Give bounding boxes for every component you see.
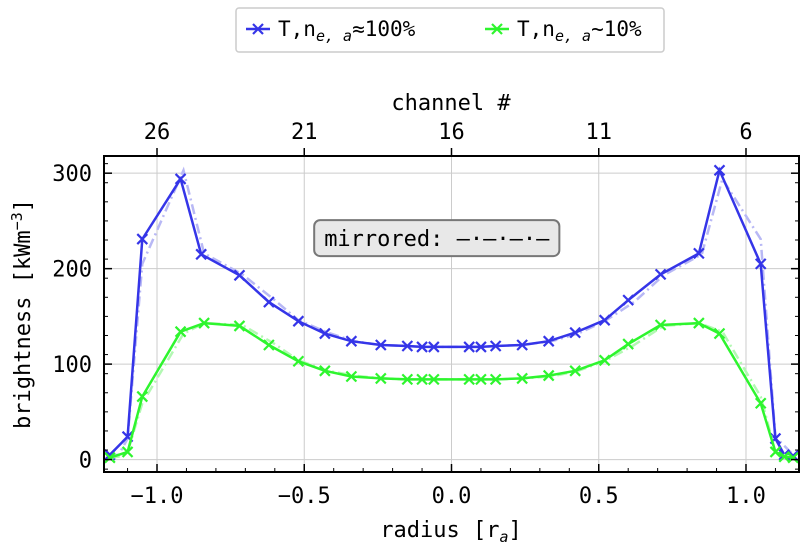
- series-1-point: [475, 341, 487, 353]
- top-tick-label: 26: [144, 120, 171, 145]
- series-2-point: [198, 317, 210, 329]
- series-2-point: [401, 373, 414, 386]
- series-2-point: [375, 372, 387, 385]
- series-1-point: [463, 341, 475, 353]
- x-tick-label: −1.0: [131, 484, 184, 509]
- series-2-point: [428, 373, 440, 386]
- annotation-box: [313, 219, 561, 258]
- series-1-point: [292, 315, 305, 327]
- series-2-point: [713, 327, 726, 340]
- series-2-point: [693, 317, 705, 329]
- series-2-point: [136, 390, 149, 403]
- series-1-point: [569, 326, 581, 339]
- series-1-point: [401, 340, 414, 352]
- series-2-point: [263, 339, 275, 351]
- series-2-point: [233, 320, 246, 332]
- x-tick-label: 1.0: [726, 484, 766, 509]
- y-tick-label: 300: [52, 162, 92, 187]
- series-1-point: [195, 248, 207, 261]
- legend-label: T,ne, a≈100%: [278, 17, 416, 45]
- series-1-point: [319, 327, 331, 340]
- series-2-point: [787, 451, 799, 464]
- legend-entry: T,ne, a≈100%: [246, 17, 416, 45]
- y-tick-label: 200: [52, 258, 92, 283]
- series-2-point: [121, 446, 134, 458]
- series-1-point: [489, 340, 502, 352]
- series-2-point: [319, 365, 331, 377]
- series-2-point: [416, 373, 428, 386]
- series-1-point: [654, 268, 667, 281]
- legend: T,ne, a≈100% T,ne, a~10%: [235, 7, 665, 53]
- top-axis-label: channel #: [391, 91, 511, 116]
- series-1-point: [416, 341, 428, 353]
- series-2-point: [569, 365, 581, 377]
- y-axis-label: brightness [kWm−3]: [8, 199, 36, 429]
- x-axis-label: radius [ra]: [380, 518, 522, 546]
- legend-marker: [491, 23, 503, 35]
- grid-lines: [104, 156, 799, 472]
- annotation-text: mirrored: —·—·—·—: [324, 227, 550, 252]
- series-1-point: [428, 341, 440, 353]
- series-1-point: [233, 269, 246, 282]
- series-2-point: [516, 372, 528, 385]
- top-tick-label: 21: [291, 120, 318, 145]
- axis-ticks: −1.0 26 −0.5 21 0.0 16 0.5 11 1.0 6 0 100 200 300: [52, 120, 799, 509]
- series-1-point: [598, 314, 611, 326]
- series-2-point: [475, 373, 487, 386]
- series-1-point: [754, 258, 767, 270]
- legend-marker: [252, 23, 264, 35]
- series-2-point: [345, 370, 358, 383]
- series-1-point: [713, 164, 726, 177]
- series-1-point: [174, 173, 187, 185]
- x-tick-label: −0.5: [278, 484, 331, 509]
- series-2-point: [769, 446, 782, 458]
- series-2-point: [489, 373, 502, 386]
- series-2-point: [542, 369, 555, 382]
- top-tick-label: 6: [739, 120, 752, 145]
- series-2-point: [598, 354, 611, 367]
- top-tick-label: 11: [585, 120, 612, 145]
- series-2-point: [463, 373, 475, 386]
- series-1-point: [375, 339, 387, 351]
- legend-frame: [235, 7, 665, 53]
- legend-entries: T,ne, a≈100% T,ne, a~10%: [246, 17, 642, 45]
- series-2-point: [104, 451, 116, 464]
- y-tick-label: 0: [79, 449, 92, 474]
- x-tick-label: 0.0: [432, 484, 472, 509]
- series-2-point: [174, 325, 187, 338]
- x-tick-label: 0.5: [579, 484, 619, 509]
- series-1-point: [542, 335, 555, 347]
- series-1-point: [622, 294, 634, 306]
- top-tick-label: 16: [438, 120, 465, 145]
- y-tick-label: 100: [52, 353, 92, 378]
- series-1-point: [693, 247, 705, 260]
- series-2-point: [654, 319, 667, 331]
- annotation: mirrored: —·—·—·—: [313, 219, 561, 258]
- legend-entry: T,ne, a~10%: [485, 17, 642, 45]
- legend-label: T,ne, a~10%: [517, 17, 642, 45]
- series-2-point: [292, 355, 305, 368]
- series-layer: [104, 164, 799, 464]
- series-2-point: [754, 397, 767, 410]
- series-2-point: [622, 338, 634, 350]
- series-1-point: [345, 335, 358, 347]
- series-1-point: [136, 233, 149, 245]
- series-1-point: [263, 296, 275, 308]
- series-1-point: [516, 339, 528, 351]
